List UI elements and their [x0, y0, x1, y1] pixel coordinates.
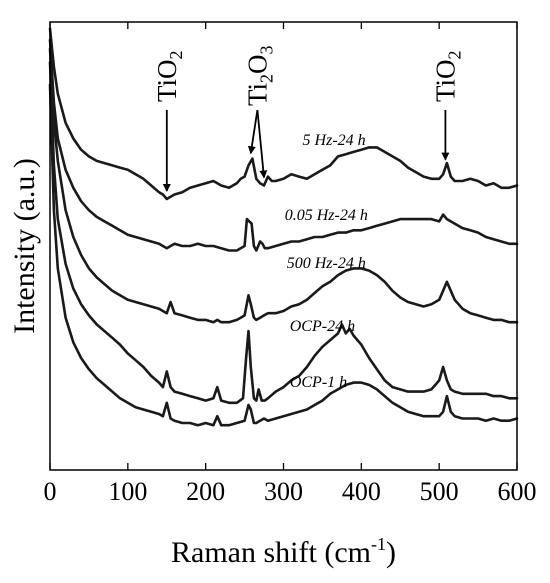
series-label-5: OCP-1 h: [290, 374, 347, 391]
annotation-label-3: TiO2: [430, 50, 464, 102]
annotation-label-1: TiO2: [152, 50, 186, 102]
series-line-5: [48, 83, 519, 427]
annotation-label-2: Ti2O3: [242, 45, 276, 106]
x-tick-label: 500: [420, 477, 459, 506]
y-axis-label: Intensity (a.u.): [8, 158, 41, 334]
peak-annotation-2: Ti2O3: [242, 45, 276, 179]
series-label-2: 0.05 Hz-24 h: [285, 207, 368, 224]
peak-annotations: TiO2 Ti2O3 TiO2: [152, 45, 464, 192]
x-tick-label: 200: [186, 477, 225, 506]
x-axis-label: Raman shift (cm-1): [171, 534, 396, 569]
x-tick-label: 300: [264, 477, 303, 506]
annotation-arrow-2-1: [247, 109, 259, 155]
peak-annotation-1: TiO2: [152, 50, 186, 192]
x-tick-label: 0: [44, 477, 57, 506]
series-line-4: [48, 61, 519, 405]
series-line-2: [48, 38, 519, 252]
x-axis-ticks: 0 100 200 300 400 500 600: [44, 22, 537, 506]
series-label-1: 5 Hz-24 h: [303, 132, 366, 149]
series-labels: 5 Hz-24 h 0.05 Hz-24 h 500 Hz-24 h OCP-24 h…: [285, 132, 368, 391]
series-label-4: OCP-24 h: [290, 318, 355, 335]
x-tick-label: 400: [342, 477, 381, 506]
peak-annotation-3: TiO2: [430, 50, 464, 161]
x-tick-label: 600: [498, 477, 537, 506]
series-line-1: [48, 27, 519, 201]
series-label-3: 500 Hz-24 h: [287, 255, 366, 272]
annotation-arrow-2-2: [256, 109, 268, 179]
series-traces: [48, 27, 519, 427]
x-tick-label: 100: [108, 477, 147, 506]
series-line-3: [48, 47, 519, 324]
